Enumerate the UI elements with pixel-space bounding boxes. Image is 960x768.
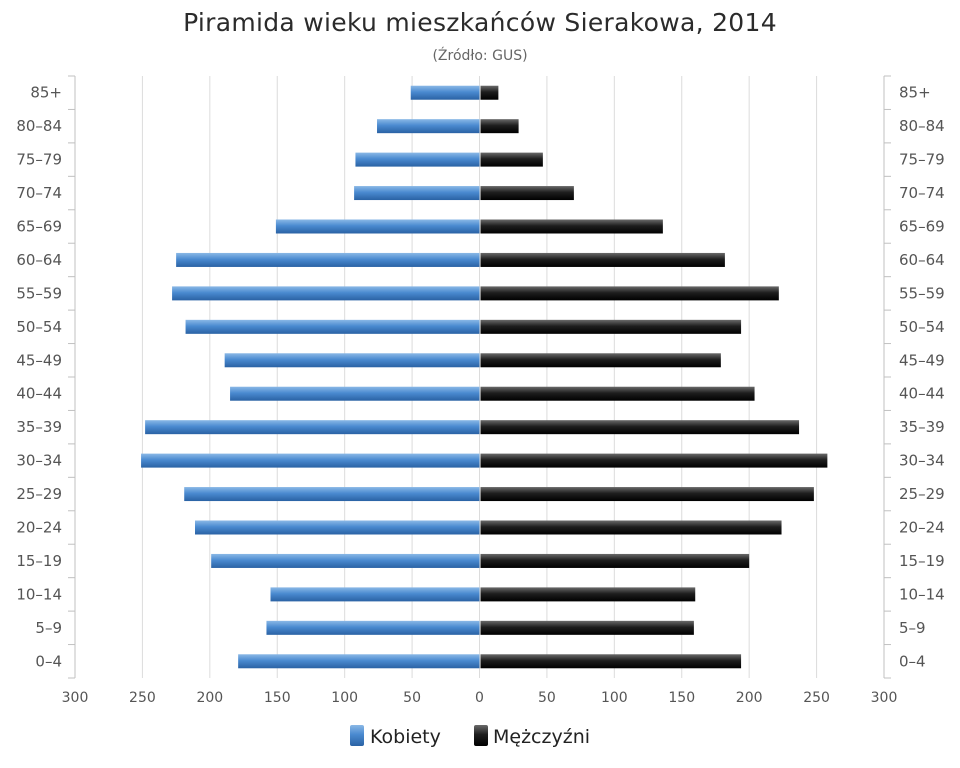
bar-kobiety[interactable] [211, 553, 480, 568]
bar-mezczyzni[interactable] [480, 152, 543, 167]
category-label-right: 65–69 [899, 218, 945, 236]
category-label-right: 10–14 [899, 585, 945, 603]
bar-kobiety[interactable] [238, 654, 480, 669]
legend-swatch-mezczyzni [474, 725, 488, 746]
category-label-right: 85+ [899, 84, 931, 102]
category-label-right: 0–4 [899, 652, 926, 670]
bar-mezczyzni[interactable] [480, 353, 721, 368]
category-label-right: 50–54 [899, 318, 945, 336]
bar-mezczyzni[interactable] [480, 420, 800, 435]
bar-kobiety[interactable] [270, 587, 480, 602]
bar-mezczyzni[interactable] [480, 587, 696, 602]
bar-mezczyzni[interactable] [480, 119, 519, 134]
bar-kobiety[interactable] [355, 152, 480, 167]
category-label-right: 25–29 [899, 485, 945, 503]
bar-mezczyzni[interactable] [480, 252, 725, 267]
category-label-left: 75–79 [16, 151, 62, 169]
category-label-right: 30–34 [899, 452, 945, 470]
bar-kobiety[interactable] [275, 219, 480, 234]
bar-mezczyzni[interactable] [480, 219, 663, 234]
x-tick-label: 150 [668, 690, 695, 706]
chart-title: Piramida wieku mieszkańców Sierakowa, 20… [183, 8, 777, 37]
category-label-left: 60–64 [16, 251, 62, 269]
category-label-left: 0–4 [35, 652, 62, 670]
x-tick-label: 50 [538, 690, 556, 706]
bar-mezczyzni[interactable] [480, 186, 574, 201]
category-label-left: 20–24 [16, 519, 62, 537]
bar-kobiety[interactable] [145, 420, 480, 435]
category-label-left: 10–14 [16, 585, 62, 603]
bar-kobiety[interactable] [230, 386, 480, 401]
x-tick-label: 100 [601, 690, 628, 706]
bar-mezczyzni[interactable] [480, 453, 828, 468]
category-label-left: 45–49 [16, 351, 62, 369]
bar-mezczyzni[interactable] [480, 620, 694, 635]
category-label-left: 15–19 [16, 552, 62, 570]
category-label-right: 5–9 [899, 619, 926, 637]
axes [68, 75, 891, 679]
category-label-left: 35–39 [16, 418, 62, 436]
chart-subtitle: (Źródło: GUS) [432, 46, 527, 64]
category-label-right: 35–39 [899, 418, 945, 436]
bar-kobiety[interactable] [266, 620, 480, 635]
category-label-left: 30–34 [16, 452, 62, 470]
category-label-left: 50–54 [16, 318, 62, 336]
bar-mezczyzni[interactable] [480, 386, 755, 401]
x-tick-label: 100 [331, 690, 358, 706]
grid-lines [141, 76, 818, 678]
bar-kobiety[interactable] [354, 186, 480, 201]
category-label-left: 55–59 [16, 284, 62, 302]
legend-item-mezczyzni[interactable]: Mężczyźni [474, 725, 590, 748]
x-tick-label: 200 [196, 690, 223, 706]
bar-mezczyzni[interactable] [480, 487, 814, 502]
category-label-right: 80–84 [899, 117, 945, 135]
bar-kobiety[interactable] [172, 286, 480, 301]
bar-mezczyzni[interactable] [480, 553, 750, 568]
category-label-right: 15–19 [899, 552, 945, 570]
bar-mezczyzni[interactable] [480, 654, 742, 669]
category-label-right: 55–59 [899, 284, 945, 302]
bars [141, 85, 828, 669]
x-tick-label: 150 [264, 690, 291, 706]
bar-kobiety[interactable] [141, 453, 480, 468]
category-label-left: 40–44 [16, 385, 62, 403]
x-tick-label: 0 [475, 690, 484, 706]
category-label-right: 75–79 [899, 151, 945, 169]
bar-mezczyzni[interactable] [480, 286, 779, 301]
category-label-left: 70–74 [16, 184, 62, 202]
bar-kobiety[interactable] [185, 319, 480, 334]
x-tick-label: 250 [129, 690, 156, 706]
category-label-left: 65–69 [16, 218, 62, 236]
bar-kobiety[interactable] [195, 520, 480, 535]
bar-kobiety[interactable] [224, 353, 480, 368]
bar-mezczyzni[interactable] [480, 319, 742, 334]
bar-mezczyzni[interactable] [480, 520, 782, 535]
bar-kobiety[interactable] [410, 85, 480, 100]
x-tick-label: 200 [736, 690, 763, 706]
category-label-left: 85+ [30, 84, 62, 102]
x-tick-label: 250 [803, 690, 830, 706]
category-label-left: 5–9 [35, 619, 62, 637]
category-label-left: 80–84 [16, 117, 62, 135]
bar-mezczyzni[interactable] [480, 85, 499, 100]
x-tick-label: 300 [871, 690, 898, 706]
category-label-left: 25–29 [16, 485, 62, 503]
x-tick-label: 50 [403, 690, 421, 706]
legend-swatch-kobiety [350, 725, 364, 746]
category-label-right: 45–49 [899, 351, 945, 369]
tick-labels: 300 250 200 150 100 50 0 50 100 150 200 250 300 0–4 0–… [16, 84, 944, 706]
category-label-right: 40–44 [899, 385, 945, 403]
legend-item-kobiety[interactable]: Kobiety [350, 725, 441, 748]
bar-kobiety[interactable] [377, 119, 480, 134]
x-tick-label: 300 [62, 690, 89, 706]
bar-kobiety[interactable] [176, 252, 480, 267]
category-label-right: 60–64 [899, 251, 945, 269]
category-label-right: 70–74 [899, 184, 945, 202]
legend: Kobiety Mężczyźni [350, 725, 590, 748]
legend-label-kobiety: Kobiety [370, 726, 441, 748]
bar-kobiety[interactable] [184, 487, 480, 502]
legend-label-mezczyzni: Mężczyźni [493, 726, 590, 748]
category-label-right: 20–24 [899, 519, 945, 537]
